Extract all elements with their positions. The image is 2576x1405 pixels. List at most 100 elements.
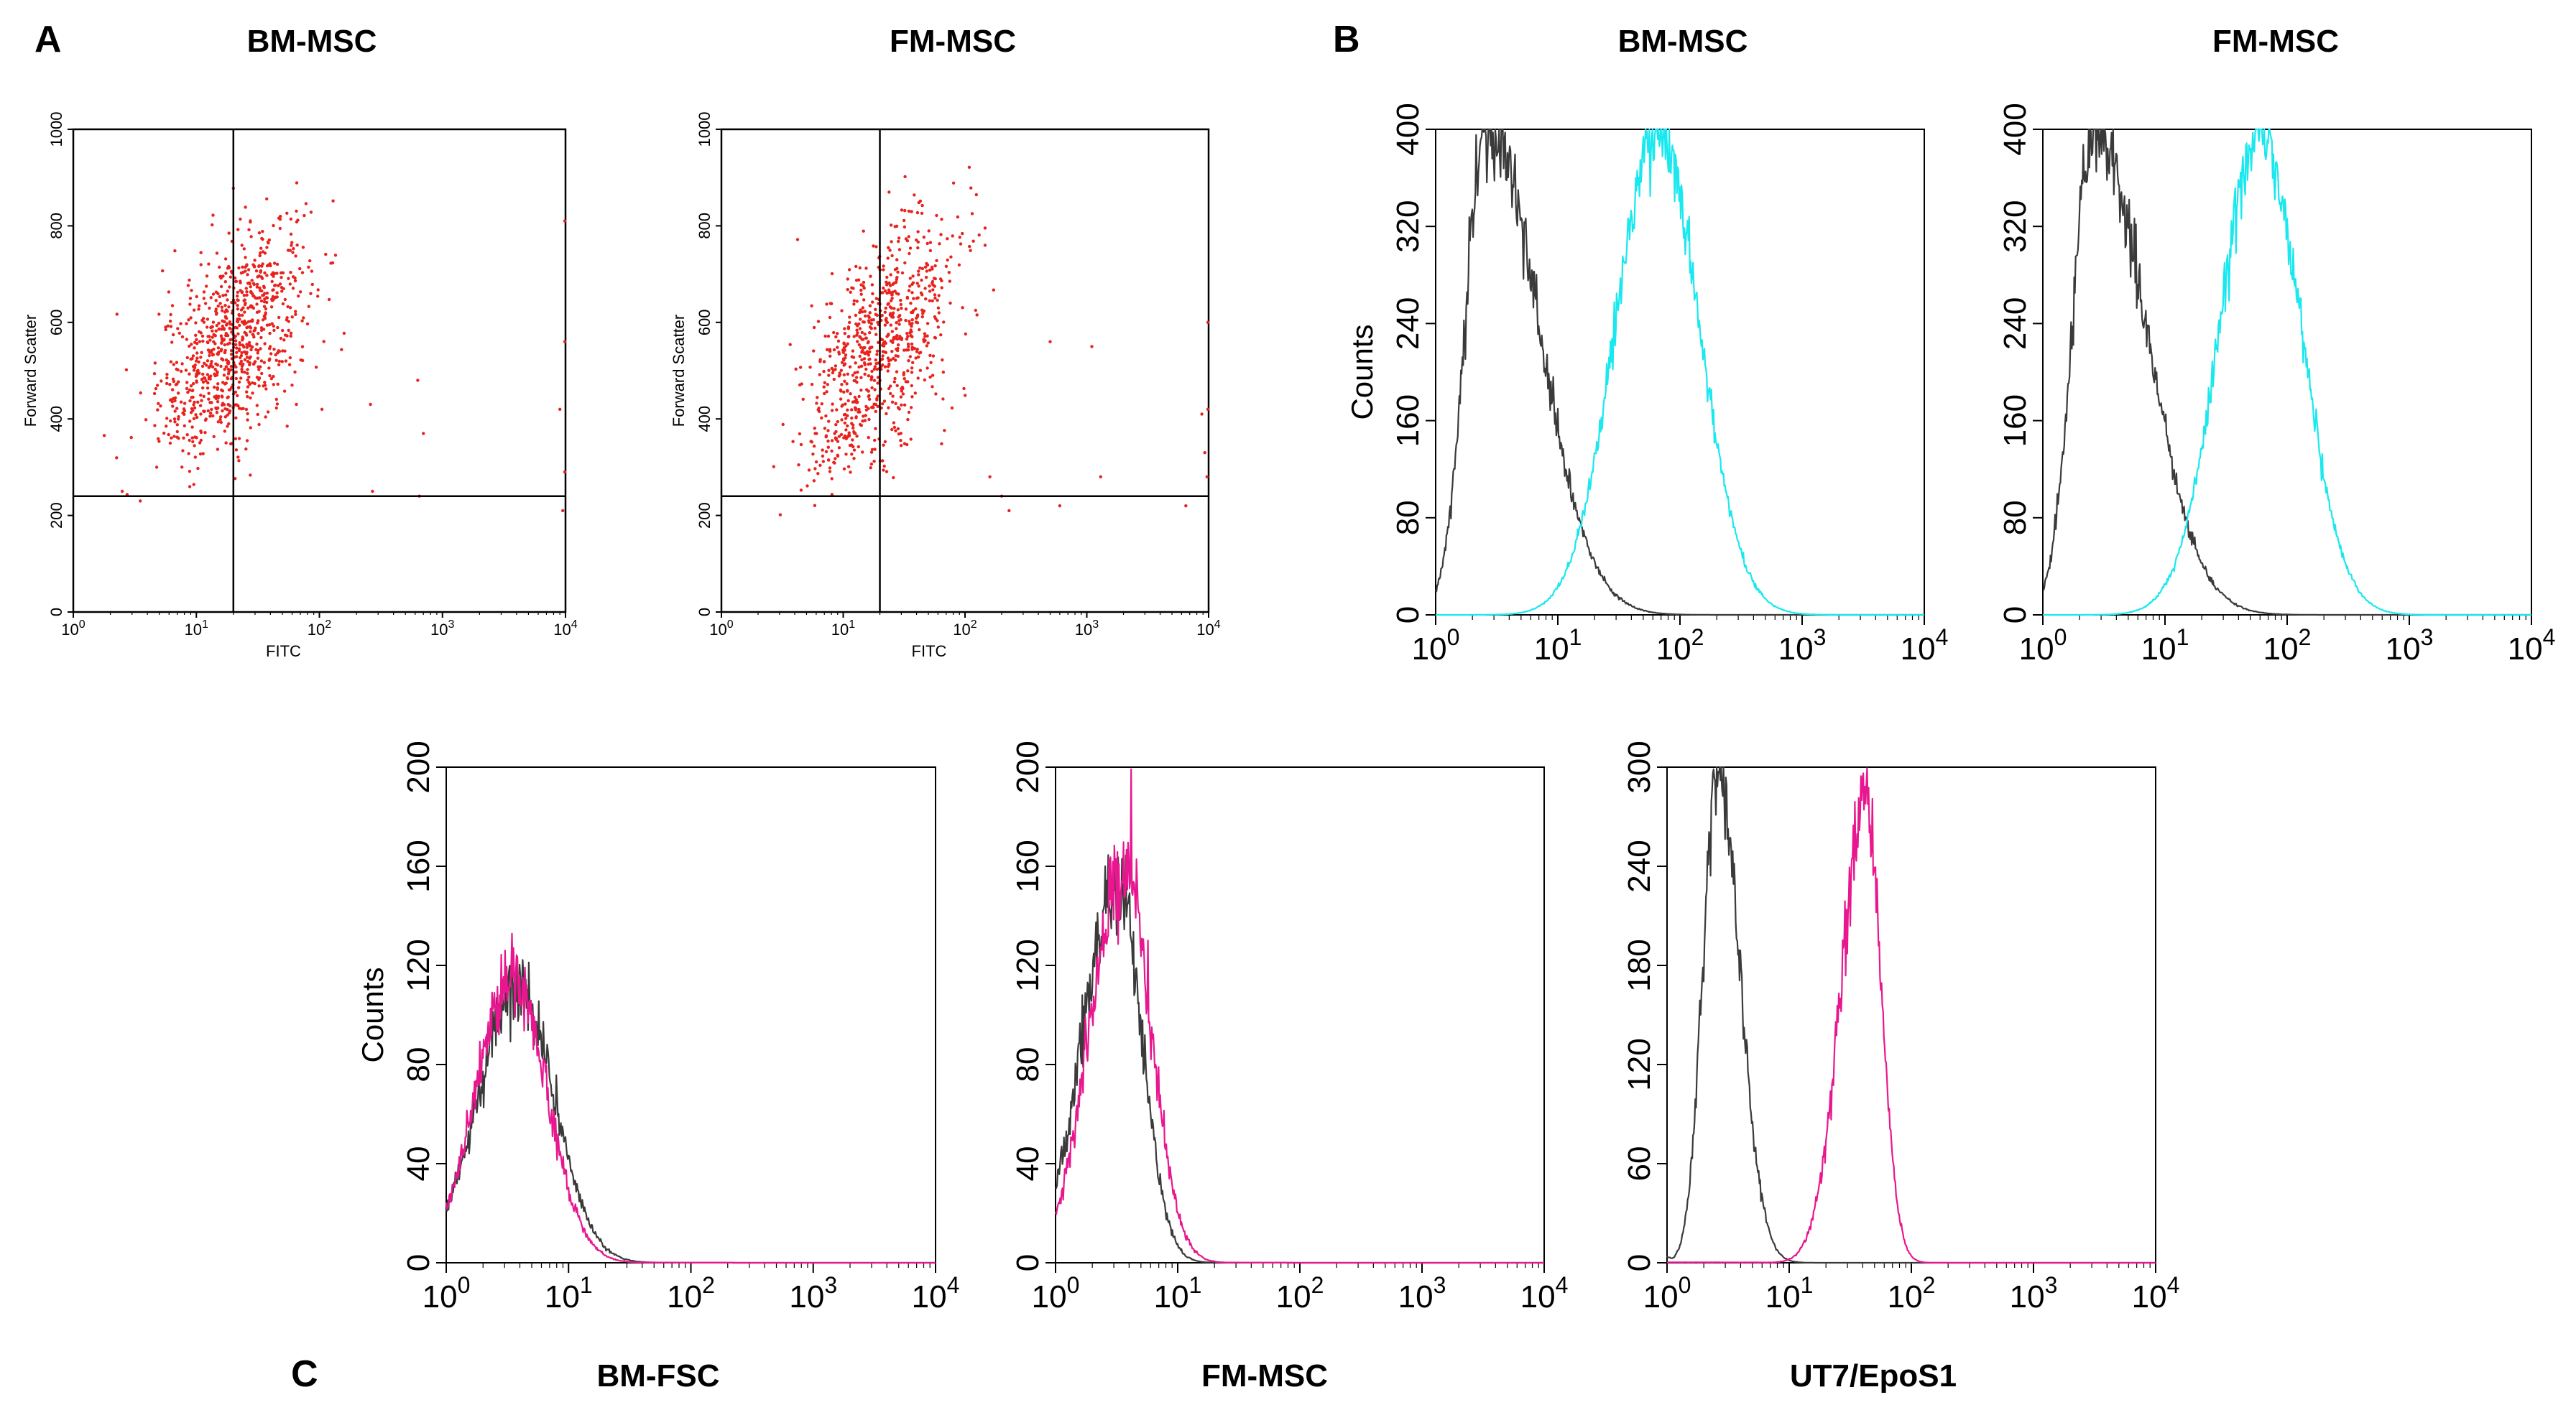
y-tick-label: 160: [1998, 394, 2033, 447]
data-point: [183, 424, 186, 427]
data-point: [200, 334, 205, 338]
data-point: [236, 290, 239, 295]
data-point: [279, 271, 283, 275]
data-point: [867, 374, 871, 378]
data-point: [268, 262, 272, 266]
data-point: [152, 391, 157, 396]
plot-frame: [446, 766, 936, 1263]
data-point: [908, 284, 912, 288]
data-point: [281, 349, 285, 353]
data-point: [268, 345, 272, 348]
data-point: [561, 509, 565, 513]
data-point: [794, 367, 798, 371]
data-point: [563, 219, 567, 223]
data-point: [185, 322, 188, 325]
data-point: [237, 437, 241, 440]
data-point: [261, 250, 265, 254]
data-point: [941, 370, 946, 374]
data-point: [242, 294, 246, 297]
data-point: [227, 411, 231, 414]
data-point: [857, 365, 861, 369]
data-point: [867, 340, 870, 343]
data-point: [236, 455, 240, 459]
data-point: [828, 302, 833, 305]
data-point: [902, 225, 907, 229]
data-point: [872, 244, 875, 248]
data-point: [907, 410, 911, 414]
data-point: [909, 406, 913, 409]
data-point: [826, 429, 830, 432]
data-point: [887, 333, 890, 336]
data-point: [277, 350, 282, 353]
data-point: [175, 435, 179, 439]
data-point: [295, 181, 299, 185]
data-point: [812, 444, 816, 448]
data-point: [799, 442, 803, 447]
data-point: [290, 315, 294, 319]
data-point: [239, 362, 242, 366]
data-point: [882, 464, 886, 468]
data-point: [910, 318, 914, 322]
y-tick-label: 800: [47, 213, 65, 239]
data-point: [918, 328, 921, 332]
data-point: [276, 325, 280, 330]
data-point: [826, 439, 830, 443]
data-point: [246, 320, 251, 323]
data-point: [218, 274, 223, 278]
data-point: [277, 363, 281, 366]
data-point: [841, 357, 846, 361]
data-point: [213, 385, 216, 389]
data-point: [243, 310, 246, 314]
data-point: [859, 317, 862, 321]
data-point: [247, 381, 251, 384]
data-point: [859, 346, 863, 349]
data-point: [329, 261, 333, 265]
data-point: [172, 435, 176, 438]
y-tick-label: 600: [47, 309, 65, 335]
data-point: [244, 407, 249, 412]
series-line-control: [1666, 766, 2156, 1264]
data-point: [891, 315, 895, 319]
y-tick-label: 200: [1010, 741, 1045, 793]
data-point: [193, 366, 197, 370]
data-point: [272, 274, 275, 278]
data-point: [908, 320, 911, 323]
data-point: [872, 367, 877, 371]
data-point: [983, 244, 987, 247]
data-point: [947, 271, 951, 274]
data-point: [175, 361, 179, 364]
data-point: [893, 289, 897, 293]
data-point: [272, 261, 277, 265]
panel-label-c: C: [291, 1353, 318, 1395]
data-point: [207, 391, 211, 395]
data-point: [206, 317, 210, 321]
data-point: [894, 354, 897, 358]
data-point: [243, 358, 247, 361]
data-point: [177, 331, 181, 335]
data-point: [916, 355, 920, 359]
data-point: [923, 332, 927, 335]
data-point: [203, 376, 207, 380]
data-point: [227, 231, 231, 235]
data-point: [924, 297, 928, 301]
data-point: [816, 320, 821, 323]
data-point: [219, 364, 223, 368]
data-point: [189, 357, 193, 361]
data-point: [254, 269, 259, 273]
data-point: [229, 269, 234, 274]
data-point: [826, 458, 831, 462]
x-tick-label: 102: [1656, 624, 1704, 667]
data-point: [286, 305, 290, 309]
data-point: [832, 348, 836, 352]
data-point: [229, 364, 234, 368]
data-point: [215, 311, 218, 315]
data-point: [244, 447, 248, 451]
data-point: [234, 279, 238, 284]
data-point: [895, 266, 899, 270]
data-point: [246, 418, 249, 422]
data-point: [897, 337, 901, 340]
data-point: [873, 326, 877, 330]
data-point: [253, 328, 257, 332]
data-point: [922, 340, 926, 343]
data-point: [221, 324, 224, 328]
